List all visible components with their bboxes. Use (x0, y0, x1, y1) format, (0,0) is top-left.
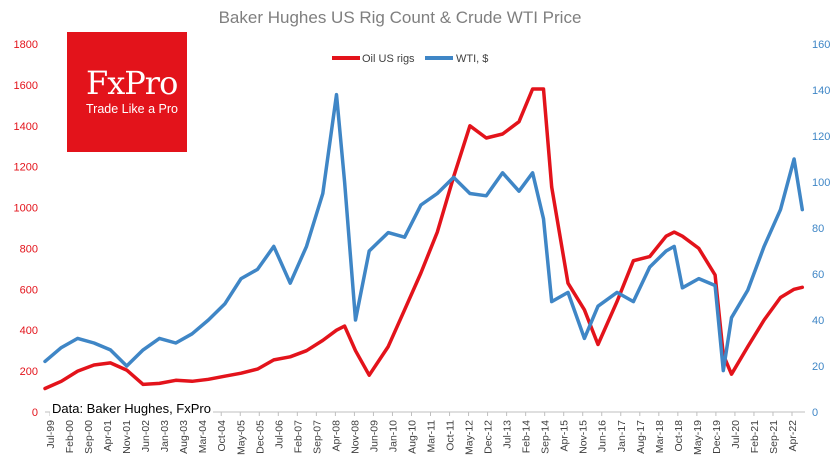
x-axis-tick-label: Feb-00 (64, 420, 76, 453)
right-axis-tick-label: 0 (812, 407, 818, 419)
right-axis-tick-label: 140 (812, 85, 830, 97)
right-axis-ticks: 0 20 40 60 80 100 120 140 160 (812, 39, 830, 419)
right-axis-tick-label: 80 (812, 223, 824, 235)
x-axis-tick-label: Jan-03 (159, 420, 171, 452)
left-axis-tick-label: 1000 (14, 203, 38, 215)
logo-wordmark: FxPro (86, 64, 178, 102)
x-axis-tick-label: Feb-21 (749, 420, 761, 453)
x-axis-tick-label: Sep-14 (540, 420, 552, 454)
right-axis-tick-label: 40 (812, 315, 824, 327)
legend: Oil US rigs WTI, $ (332, 53, 488, 65)
x-axis-tick-label: Mar-11 (426, 420, 438, 453)
x-axis-tick-label: Sep-21 (768, 420, 780, 454)
data-source-note: Data: Baker Hughes, FxPro (50, 400, 213, 417)
x-axis-tick-label: Jan-10 (387, 420, 399, 452)
right-axis-tick-label: 60 (812, 269, 824, 281)
x-axis-tick-label: Dec-12 (483, 420, 495, 454)
x-axis-tick-label: Apr-08 (330, 420, 342, 452)
x-axis-tick-label: Sep-00 (83, 420, 95, 454)
x-axis-tick-label: Aug-17 (635, 420, 647, 454)
left-axis-tick-label: 1400 (14, 121, 38, 133)
chart-title: Baker Hughes US Rig Count & Crude WTI Pr… (219, 8, 582, 27)
series-line-wti (43, 92, 805, 373)
x-axis-tick-label: Jul-06 (273, 420, 285, 449)
x-axis-tick-label: Dec-19 (711, 420, 723, 454)
right-axis-tick-label: 120 (812, 131, 830, 143)
x-axis-tick-label: Aug-10 (406, 420, 418, 454)
x-axis-tick-label: May-05 (235, 420, 247, 455)
x-axis-tick-label: Mar-04 (197, 420, 209, 453)
x-axis-tick-label: Feb-07 (292, 420, 304, 453)
x-axis-tick-label: Apr-15 (559, 420, 571, 452)
left-axis-tick-label: 200 (20, 366, 38, 378)
x-axis-tick-label: Apr-01 (102, 420, 114, 452)
x-axis-tick-label: Nov-01 (121, 420, 133, 454)
left-axis-tick-label: 1800 (14, 39, 38, 51)
left-axis-tick-label: 1200 (14, 162, 38, 174)
logo-tagline: Trade Like a Pro (86, 102, 178, 116)
series-layer (43, 87, 805, 391)
x-axis-ticks: Jul-99 Feb-00 Sep-00 Apr-01 Nov-01 Jun-02 Jan-… (45, 412, 799, 455)
left-axis-tick-label: 600 (20, 284, 38, 296)
left-axis-ticks: 0 200 400 600 800 1000 1200 1400 1600 1800 (14, 39, 38, 419)
x-axis-tick-label: Feb-14 (521, 420, 533, 453)
x-axis-tick-label: Jun-02 (140, 420, 152, 452)
legend-label-oil-rigs: Oil US rigs (362, 53, 415, 65)
left-axis-tick-label: 1600 (14, 80, 38, 92)
right-axis-tick-label: 160 (812, 39, 830, 51)
left-axis-tick-label: 400 (20, 325, 38, 337)
x-axis-tick-label: Dec-05 (254, 420, 266, 454)
x-axis-tick-label: May-12 (464, 420, 476, 455)
left-axis-tick-label: 0 (32, 407, 38, 419)
x-axis-tick-label: Oct-04 (216, 420, 228, 452)
x-axis-tick-label: May-19 (692, 420, 704, 455)
right-axis-tick-label: 100 (812, 177, 830, 189)
series-line-oil-rigs (43, 87, 805, 391)
x-axis-tick-label: Mar-18 (654, 420, 666, 453)
right-axis-tick-label: 20 (812, 361, 824, 373)
x-axis-tick-label: Apr-22 (787, 420, 799, 452)
x-axis-tick-label: Nov-15 (578, 420, 590, 454)
fxpro-logo: FxPro Trade Like a Pro (67, 32, 187, 152)
x-axis-tick-label: Jan-17 (616, 420, 628, 452)
left-axis-tick-label: 800 (20, 243, 38, 255)
legend-label-wti: WTI, $ (456, 53, 488, 65)
x-axis-tick-label: Oct-11 (445, 420, 457, 451)
x-axis-tick-label: Jul-13 (502, 420, 514, 449)
x-axis-tick-label: Oct-18 (673, 420, 685, 452)
x-axis-tick-label: Jun-16 (597, 420, 609, 452)
x-axis-tick-label: Aug-03 (178, 420, 190, 454)
x-axis-tick-label: Jun-09 (368, 420, 380, 452)
x-axis-tick-label: Jul-99 (45, 420, 57, 449)
x-axis-tick-label: Nov-08 (349, 420, 361, 454)
x-axis-tick-label: Jul-20 (730, 420, 742, 449)
x-axis-tick-label: Sep-07 (311, 420, 323, 454)
